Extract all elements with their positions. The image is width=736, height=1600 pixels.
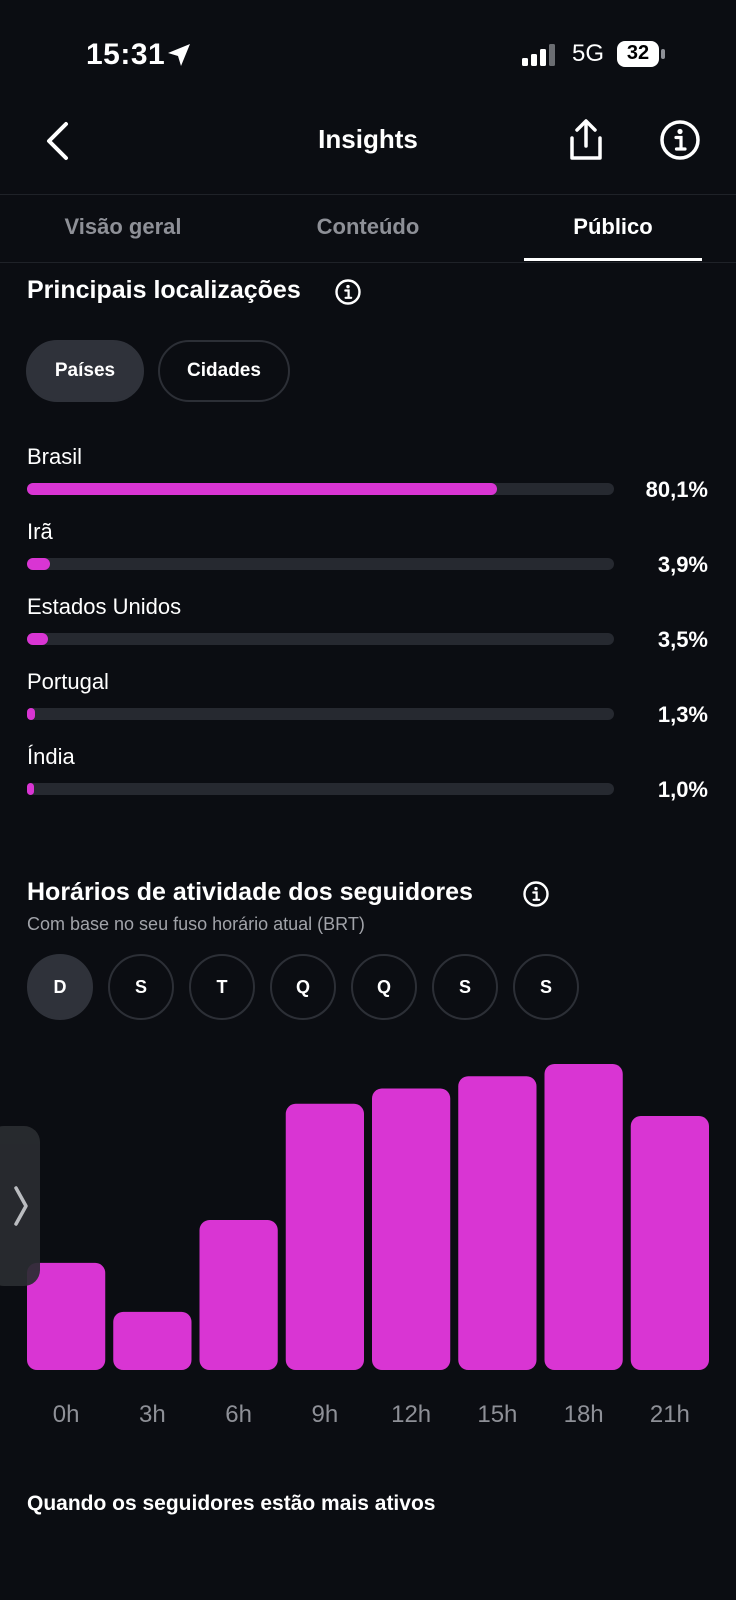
x-tick-label: 0h: [53, 1401, 80, 1428]
country-bar-fill: [27, 558, 50, 570]
x-tick-label: 21h: [650, 1401, 690, 1428]
country-bar-fill: [27, 708, 35, 720]
country-bar-fill: [27, 483, 498, 495]
tab-audience[interactable]: Público: [573, 214, 653, 239]
country-bar-fill: [27, 633, 48, 645]
day-tuesday[interactable]: T: [189, 954, 255, 1020]
activity-bar-6h: [199, 1220, 278, 1370]
country-percent: 1,3%: [657, 702, 708, 727]
tab-overview[interactable]: Visão geral: [64, 214, 182, 239]
activity-bar-3h: [113, 1311, 192, 1370]
locations-info-icon[interactable]: [334, 278, 362, 306]
filter-countries[interactable]: Países: [26, 340, 144, 402]
most-active-title: Quando os seguidores estão mais ativos: [27, 1492, 436, 1515]
activity-bar-18h: [544, 1064, 623, 1370]
country-bar-track: [27, 558, 614, 570]
country-name: Portugal: [27, 669, 109, 694]
country-percent: 3,9%: [657, 552, 708, 577]
day-saturday[interactable]: S: [513, 954, 579, 1020]
activity-bar-21h: [630, 1116, 709, 1370]
day-friday[interactable]: S: [432, 954, 498, 1020]
country-name: Irã: [27, 519, 53, 544]
chevron-right-icon: [14, 1186, 28, 1226]
day-monday[interactable]: S: [108, 954, 174, 1020]
x-tick-label: 15h: [477, 1401, 517, 1428]
network-type: 5G: [572, 40, 605, 67]
x-tick-label: 12h: [391, 1401, 431, 1428]
locations-title: Principais localizações: [27, 276, 301, 304]
country-percent: 1,0%: [657, 777, 708, 802]
share-icon[interactable]: [566, 118, 606, 162]
activity-bar-9h: [285, 1103, 364, 1370]
battery-level: 32: [626, 42, 650, 64]
x-tick-label: 9h: [312, 1401, 339, 1428]
activity-bar-15h: [458, 1076, 537, 1370]
country-percent: 3,5%: [657, 627, 708, 652]
cellular-signal-icon: [522, 44, 555, 66]
country-bar-fill: [27, 783, 35, 795]
filter-cities[interactable]: Cidades: [158, 340, 290, 402]
country-percent: 80,1%: [645, 477, 708, 502]
status-time: 15:31: [86, 38, 166, 71]
location-arrow-icon: [168, 44, 190, 66]
tab-content[interactable]: Conteúdo: [316, 214, 420, 239]
x-tick-label: 3h: [139, 1401, 166, 1428]
header-divider: [0, 194, 736, 195]
country-bar-track: [27, 483, 614, 495]
active-tab-indicator: [524, 258, 702, 261]
activity-bar-12h: [372, 1088, 451, 1370]
battery-icon: 32: [616, 40, 666, 68]
tabs-divider: [0, 262, 736, 263]
activity-info-icon[interactable]: [522, 880, 550, 908]
back-chevron-icon[interactable]: [40, 118, 74, 164]
activity-title: Horários de atividade dos seguidores: [27, 878, 473, 906]
day-thursday[interactable]: Q: [351, 954, 417, 1020]
activity-bar-0h: [27, 1262, 106, 1370]
activity-bar-chart: 0h 3h 6h 9h 12h 15h 18h 21h: [27, 1064, 709, 1428]
activity-subtitle: Com base no seu fuso horário atual (BRT): [27, 914, 365, 934]
x-tick-label: 18h: [564, 1401, 604, 1428]
page-title: Insights: [318, 124, 418, 154]
country-bar-track: [27, 783, 614, 795]
info-icon[interactable]: [658, 118, 702, 162]
country-name: Índia: [27, 744, 75, 769]
country-bar-track: [27, 633, 614, 645]
day-wednesday[interactable]: Q: [270, 954, 336, 1020]
country-name: Brasil: [27, 444, 83, 469]
x-tick-label: 6h: [225, 1401, 252, 1428]
country-name: Estados Unidos: [27, 594, 182, 619]
country-bar-track: [27, 708, 614, 720]
side-panel-handle[interactable]: [0, 1126, 40, 1286]
day-sunday[interactable]: D: [27, 954, 93, 1020]
